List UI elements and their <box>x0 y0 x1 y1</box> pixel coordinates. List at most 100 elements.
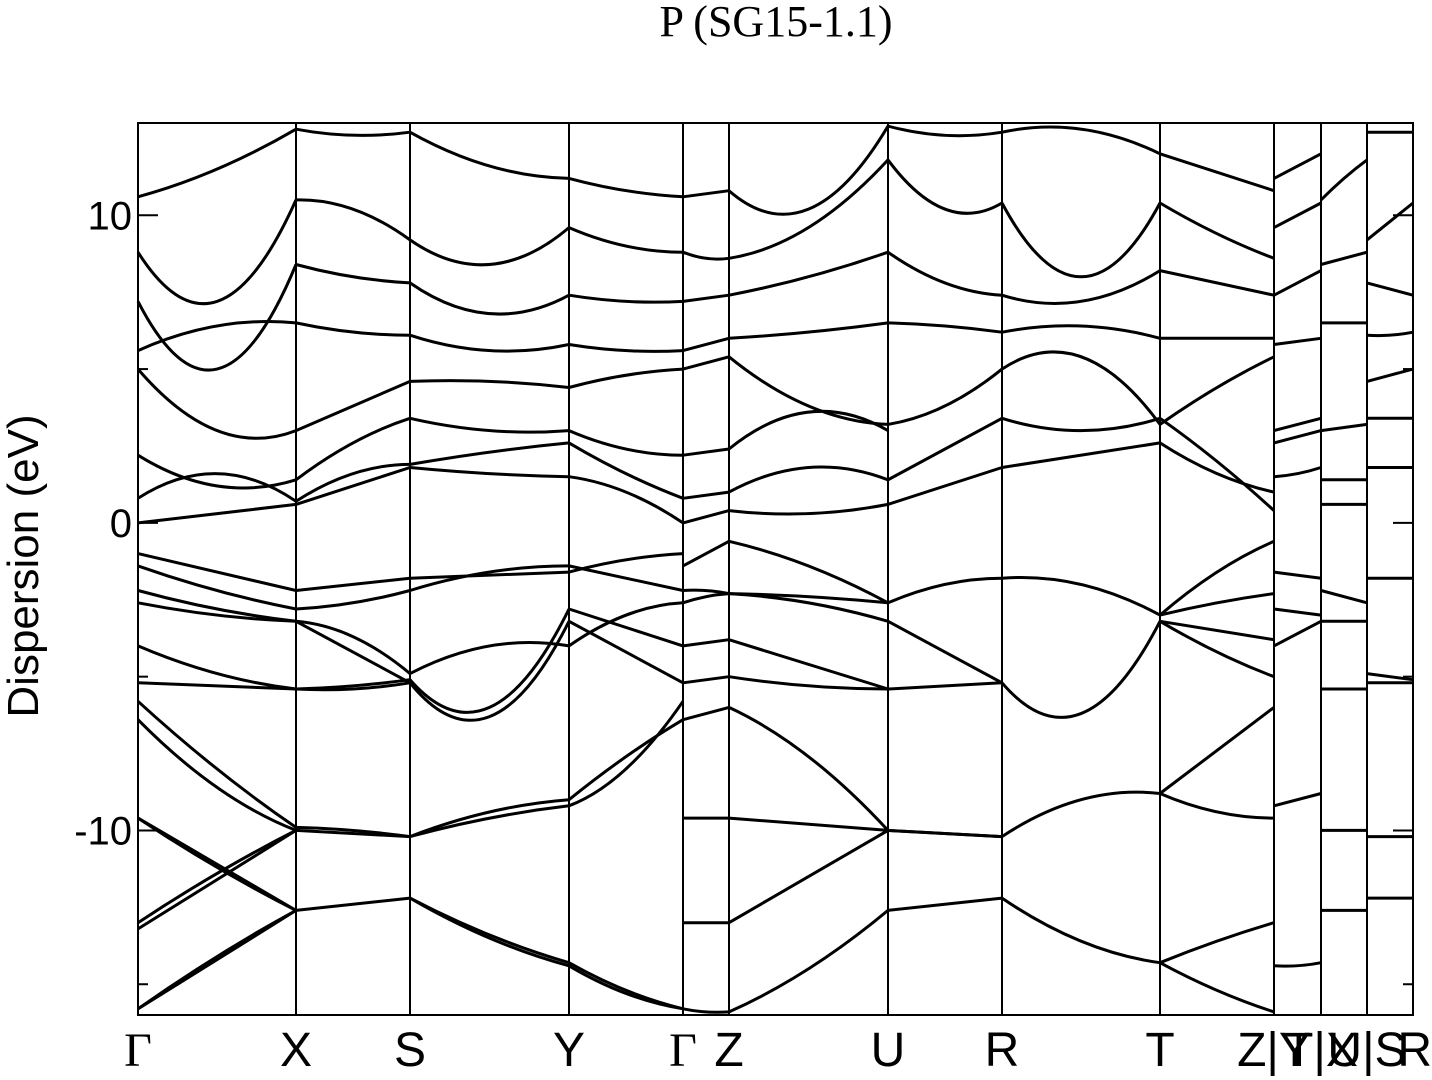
band-line <box>1159 792 1275 820</box>
chart-title: P (SG15-1.1) <box>659 0 892 46</box>
band-line <box>1001 324 1161 340</box>
band-line <box>295 619 411 685</box>
band-line <box>1273 792 1322 808</box>
band-line <box>887 250 1003 297</box>
band-line <box>1000 202 1162 279</box>
band-line <box>1159 417 1276 512</box>
band-line <box>1001 416 1161 433</box>
x-path-label: U|S <box>1327 1024 1406 1077</box>
band-line <box>887 576 1003 605</box>
band-line <box>136 368 297 440</box>
band-line <box>137 552 297 592</box>
band-line <box>1319 158 1368 201</box>
band-line <box>1320 422 1368 433</box>
band-line <box>409 466 570 479</box>
band-line <box>886 159 1003 215</box>
band-line <box>1366 330 1414 338</box>
band-line <box>1273 416 1322 433</box>
band-line <box>295 462 411 503</box>
band-line <box>136 718 297 832</box>
band-line <box>568 176 684 199</box>
band-line <box>409 226 570 267</box>
y-tick-label: 0 <box>110 502 132 546</box>
band-line <box>295 619 411 675</box>
band-line <box>295 589 411 611</box>
band-line <box>1001 125 1161 156</box>
band-line <box>1366 201 1414 242</box>
band-line <box>1001 441 1161 469</box>
y-axis: -10 0 10 <box>74 194 1413 986</box>
band-line <box>887 896 1003 912</box>
x-path-label: U <box>871 1024 906 1077</box>
band-line <box>887 828 1003 839</box>
band-line <box>682 705 730 722</box>
band-line <box>887 466 1003 506</box>
band-line <box>1273 619 1322 648</box>
band-line <box>1366 672 1414 682</box>
band-line <box>728 706 890 832</box>
band-line <box>136 700 297 829</box>
band-line <box>1000 620 1162 719</box>
band-line <box>1273 152 1322 180</box>
band-line <box>1001 575 1161 617</box>
band-line <box>1159 620 1275 679</box>
band-line <box>1159 201 1275 260</box>
band-line <box>408 608 571 714</box>
band-line <box>1159 269 1275 297</box>
band-line <box>568 619 684 685</box>
band-line <box>728 909 889 1014</box>
band-line <box>682 250 730 261</box>
band-line <box>408 620 571 722</box>
band-line <box>568 429 684 457</box>
band-line <box>1001 896 1161 965</box>
band-line <box>568 700 685 808</box>
band-line <box>1273 269 1322 297</box>
x-path-label: S <box>394 1024 426 1077</box>
x-path-label: Z <box>714 1024 743 1077</box>
band-line <box>137 644 297 691</box>
bands-layer <box>136 124 1414 1014</box>
x-path-label: Γ <box>124 1024 152 1077</box>
y-tick-label: 10 <box>88 194 133 238</box>
band-line <box>887 124 1003 138</box>
band-line <box>887 681 1003 691</box>
band-line <box>1159 539 1275 617</box>
band-line <box>682 592 730 605</box>
band-line <box>295 678 411 691</box>
band-line <box>1159 961 1275 1014</box>
band-line <box>409 416 570 434</box>
band-line <box>409 640 570 675</box>
band-line <box>728 638 889 691</box>
band-line <box>1159 592 1275 617</box>
band-line <box>1273 429 1322 445</box>
band-line <box>728 465 889 494</box>
band-line <box>568 564 684 592</box>
band-line <box>728 829 889 924</box>
band-line <box>728 355 889 426</box>
band-line <box>137 320 297 352</box>
y-axis-label: Dispersion (eV) <box>0 414 48 717</box>
x-path-label: Z|Y <box>1237 1024 1311 1077</box>
band-line <box>136 199 298 306</box>
band-line <box>682 336 730 353</box>
band-line <box>137 472 297 503</box>
band-line <box>728 125 890 216</box>
band-line <box>682 490 730 500</box>
band-line <box>295 466 411 506</box>
band-line <box>1159 152 1275 193</box>
band-line <box>682 675 730 685</box>
band-line <box>568 607 684 648</box>
band-line <box>295 127 411 137</box>
band-line <box>1273 201 1322 229</box>
x-path-label: X <box>280 1024 312 1077</box>
band-line <box>568 601 684 648</box>
band-line <box>1273 607 1322 617</box>
band-line <box>728 409 889 451</box>
band-line <box>568 226 684 254</box>
x-path-label: Y <box>553 1024 585 1077</box>
band-line <box>682 509 730 525</box>
band-line <box>295 198 411 242</box>
band-line <box>728 250 889 297</box>
band-line <box>568 961 684 1011</box>
